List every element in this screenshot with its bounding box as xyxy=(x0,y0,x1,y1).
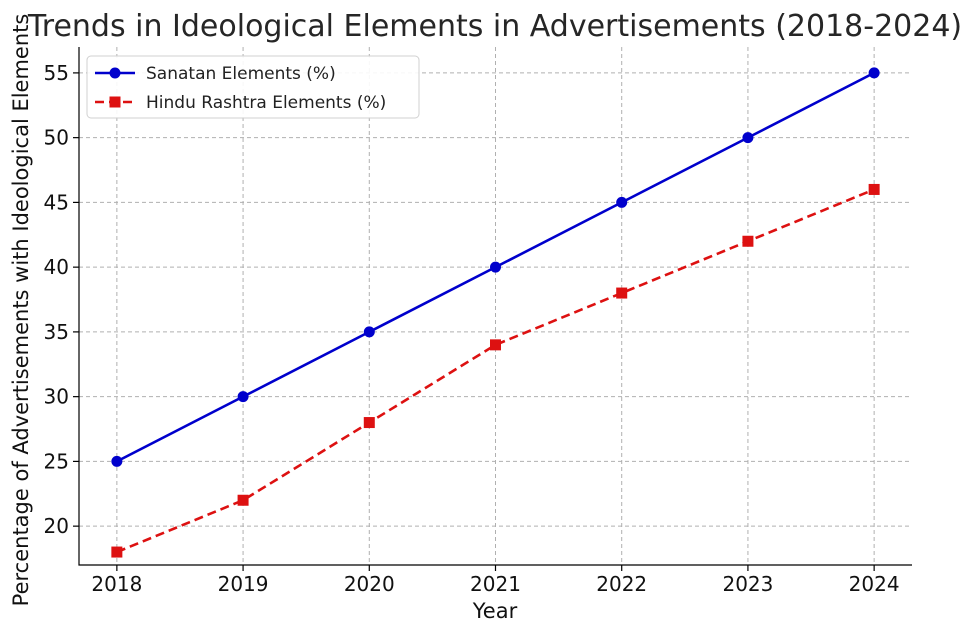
y-tick-label: 35 xyxy=(44,320,69,344)
x-axis-label: Year xyxy=(472,599,518,623)
x-tick-label: 2020 xyxy=(344,572,395,596)
data-point xyxy=(616,287,628,299)
y-axis-label: Percentage of Advertisements with Ideolo… xyxy=(9,14,33,607)
x-tick-label: 2018 xyxy=(91,572,142,596)
data-point xyxy=(616,196,628,208)
y-tick-label: 45 xyxy=(44,190,69,214)
legend-marker xyxy=(109,96,121,108)
axis-spines xyxy=(78,47,912,566)
y-tick-label: 55 xyxy=(44,61,69,85)
x-tick-label: 2024 xyxy=(849,572,900,596)
data-point xyxy=(237,494,249,506)
legend-marker xyxy=(109,67,121,79)
data-point xyxy=(363,417,375,429)
data-point xyxy=(490,339,501,351)
x-tick-label: 2021 xyxy=(470,572,521,596)
x-tick-label: 2023 xyxy=(722,572,773,596)
y-tick-label: 30 xyxy=(44,385,69,409)
grid-lines xyxy=(79,47,912,565)
y-tick-label: 40 xyxy=(44,255,69,279)
data-point xyxy=(742,132,754,144)
legend: Sanatan Elements (%) Hindu Rashtra Elemen… xyxy=(86,55,420,119)
data-point xyxy=(237,391,249,403)
data-point xyxy=(111,455,123,467)
chart-title: Trends in Ideological Elements in Advert… xyxy=(27,9,962,44)
series-layer xyxy=(111,67,880,558)
legend-label: Sanatan Elements (%) xyxy=(146,64,336,84)
legend-box xyxy=(86,55,420,119)
x-tick-label: 2022 xyxy=(596,572,647,596)
data-point xyxy=(868,183,880,195)
y-tick-label: 50 xyxy=(44,126,69,150)
legend-label: Hindu Rashtra Elements (%) xyxy=(146,93,386,113)
data-point xyxy=(111,546,123,558)
data-point xyxy=(868,67,880,79)
y-tick-label: 20 xyxy=(44,514,69,538)
data-point xyxy=(363,326,375,338)
y-tick-label: 25 xyxy=(44,449,69,473)
data-point xyxy=(742,235,754,247)
x-tick-label: 2019 xyxy=(218,572,269,596)
data-point xyxy=(490,261,501,273)
axes: 2018 2019 2020 2021 2022 2023 2024202530354045… xyxy=(44,47,912,596)
